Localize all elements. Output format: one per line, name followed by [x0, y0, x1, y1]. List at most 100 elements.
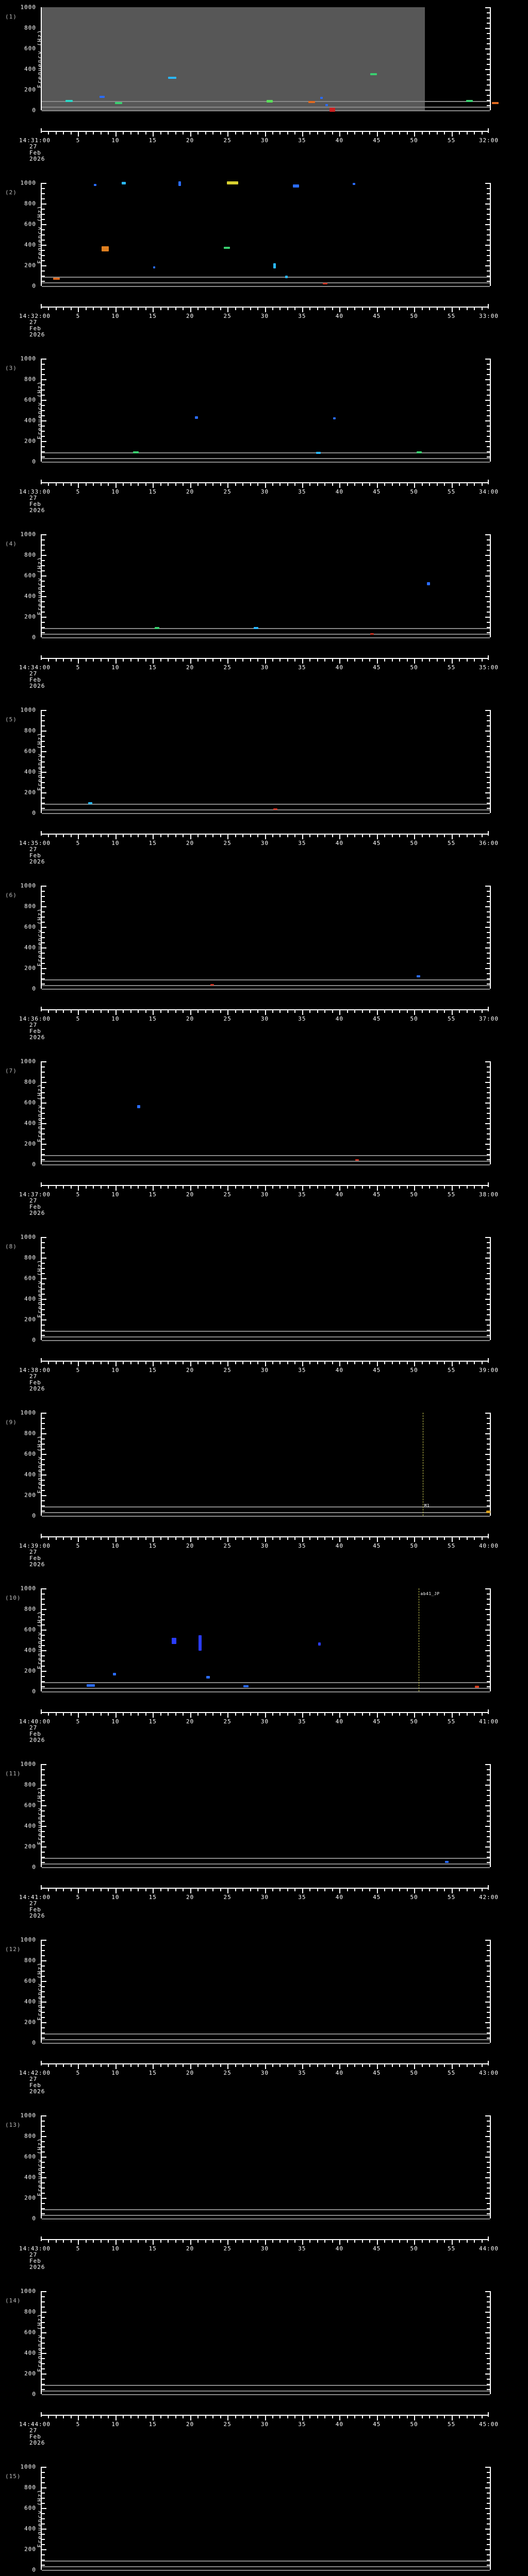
x-tick-mark	[115, 132, 117, 137]
y-tick-mark	[485, 379, 490, 380]
plot-area[interactable]	[41, 886, 491, 990]
y-tick-mark	[42, 1955, 45, 1956]
y-tick-mark	[42, 2151, 45, 2153]
plot-area[interactable]	[41, 359, 491, 463]
y-tick-mark	[487, 1945, 490, 1946]
y-tick-mark	[485, 2374, 490, 2375]
plot-area[interactable]	[41, 2115, 491, 2219]
x-tick-label: 30	[260, 1718, 269, 1725]
y-tick-mark	[487, 2208, 490, 2209]
x-tick-mark	[279, 483, 281, 486]
date-line: 27	[29, 1724, 38, 1731]
x-tick-mark	[294, 308, 296, 310]
y-tick-label: 1000	[20, 4, 36, 11]
y-tick-mark	[487, 270, 490, 272]
x-tick-label: 10	[111, 1894, 120, 1901]
x-tick-label: 30	[260, 488, 269, 495]
x-tick-mark	[93, 1537, 94, 1540]
y-tick-label: 0	[32, 809, 36, 817]
x-tick-mark	[250, 835, 251, 837]
y-tick-label: 0	[32, 985, 36, 992]
plot-area[interactable]: M1	[41, 1413, 491, 1517]
plot-area[interactable]	[41, 710, 491, 814]
plot-area[interactable]	[41, 181, 491, 287]
y-tick-label: 400	[24, 768, 36, 775]
y-tick-mark	[485, 710, 490, 711]
y-tick-mark	[42, 1960, 46, 1961]
plot-area[interactable]	[41, 534, 491, 638]
spectral-blip	[112, 1672, 116, 1675]
x-tick-mark	[361, 1889, 363, 1891]
x-tick-label: 30	[260, 664, 269, 671]
x-tick-mark	[421, 2416, 423, 2418]
y-tick-mark	[42, 1273, 45, 1274]
x-tick-mark	[346, 2064, 348, 2067]
date-line: 2026	[29, 156, 45, 162]
x-tick-mark	[332, 1537, 333, 1540]
x-tick-label: 20	[186, 1367, 194, 1374]
plot-area[interactable]	[41, 1764, 491, 1868]
x-tick-mark	[302, 659, 303, 664]
y-tick-mark	[485, 2198, 490, 2199]
y-tick-mark	[42, 808, 45, 809]
x-tick-label: 30	[260, 2245, 269, 2252]
x-tick-mark	[250, 2240, 251, 2243]
x-tick-mark	[212, 308, 214, 310]
x-tick-mark	[197, 308, 199, 310]
y-tick-label: 0	[32, 2391, 36, 2398]
plot-area[interactable]: ab41_JP	[41, 1588, 491, 1692]
x-tick-mark	[130, 308, 131, 310]
plot-area[interactable]	[41, 1061, 491, 1165]
y-tick-mark	[487, 798, 490, 799]
x-tick-mark	[190, 1362, 191, 1366]
y-tick-mark	[485, 420, 490, 421]
x-tick-mark	[406, 1010, 408, 1013]
y-tick-mark	[42, 1795, 45, 1796]
x-tick-mark	[63, 132, 64, 134]
spectrogram-panel: (15)Frequency (Hz)0200400600800100014:45…	[0, 2460, 528, 2576]
panel-number: (8)	[5, 1243, 17, 1250]
x-tick-label: 30	[260, 1894, 269, 1901]
x-tick-mark	[474, 1010, 475, 1013]
x-tick-mark	[339, 308, 341, 312]
x-tick-mark	[466, 2064, 468, 2067]
date-line: 27	[29, 670, 38, 677]
x-tick-mark	[130, 659, 131, 662]
y-tick-mark	[487, 229, 490, 230]
x-tick-mark	[85, 1889, 87, 1891]
spectral-blip	[445, 1861, 449, 1863]
y-tick-mark	[485, 596, 490, 597]
y-tick-mark	[42, 1800, 45, 1801]
x-tick-mark	[444, 1889, 446, 1891]
y-tick-mark	[487, 240, 490, 241]
x-tick-label: 35	[298, 664, 306, 671]
y-tick-mark	[42, 777, 45, 778]
plot-area[interactable]	[41, 2467, 491, 2571]
y-tick-mark	[42, 379, 46, 380]
y-tick-mark	[42, 617, 46, 618]
x-tick-mark	[220, 1186, 221, 1189]
x-tick-mark	[466, 1537, 468, 1540]
plot-area[interactable]	[41, 2291, 491, 2395]
x-tick-mark	[168, 132, 169, 134]
x-tick-mark	[63, 659, 64, 662]
plot-area[interactable]	[41, 1940, 491, 2044]
y-tick-mark	[487, 901, 490, 902]
y-tick-label: 800	[24, 1254, 36, 1261]
x-tick-mark	[212, 1713, 214, 1716]
guide-line	[42, 1512, 490, 1513]
y-tick-mark	[42, 1511, 45, 1512]
x-tick-mark	[376, 2416, 378, 2420]
x-tick-label: 35	[298, 840, 306, 846]
x-tick-mark	[421, 1186, 423, 1189]
x-tick-mark	[123, 132, 124, 134]
date-line: 27	[29, 2251, 38, 2258]
x-tick-mark	[257, 835, 259, 837]
spectral-blip	[492, 101, 499, 104]
y-tick-mark	[487, 64, 490, 65]
x-tick-mark	[354, 1889, 356, 1891]
y-tick-mark	[487, 2498, 490, 2499]
plot-area[interactable]	[41, 1237, 491, 1341]
plot-area[interactable]	[41, 7, 499, 112]
y-tick-mark	[487, 550, 490, 551]
